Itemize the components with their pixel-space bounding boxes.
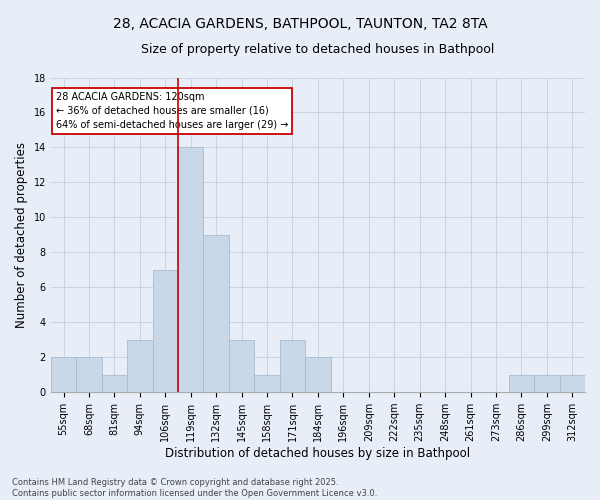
Bar bbox=[280, 340, 305, 392]
Bar bbox=[229, 340, 254, 392]
Bar bbox=[152, 270, 178, 392]
Title: Size of property relative to detached houses in Bathpool: Size of property relative to detached ho… bbox=[141, 42, 494, 56]
Bar bbox=[76, 358, 101, 392]
Bar bbox=[127, 340, 152, 392]
Text: 28 ACACIA GARDENS: 120sqm
← 36% of detached houses are smaller (16)
64% of semi-: 28 ACACIA GARDENS: 120sqm ← 36% of detac… bbox=[56, 92, 289, 130]
Bar bbox=[51, 358, 76, 392]
Bar bbox=[101, 374, 127, 392]
Bar bbox=[203, 235, 229, 392]
Bar bbox=[305, 358, 331, 392]
Bar bbox=[178, 148, 203, 392]
Bar bbox=[509, 374, 534, 392]
Text: Contains HM Land Registry data © Crown copyright and database right 2025.
Contai: Contains HM Land Registry data © Crown c… bbox=[12, 478, 377, 498]
Bar bbox=[254, 374, 280, 392]
Bar bbox=[560, 374, 585, 392]
X-axis label: Distribution of detached houses by size in Bathpool: Distribution of detached houses by size … bbox=[166, 447, 470, 460]
Text: 28, ACACIA GARDENS, BATHPOOL, TAUNTON, TA2 8TA: 28, ACACIA GARDENS, BATHPOOL, TAUNTON, T… bbox=[113, 18, 487, 32]
Bar bbox=[534, 374, 560, 392]
Y-axis label: Number of detached properties: Number of detached properties bbox=[15, 142, 28, 328]
